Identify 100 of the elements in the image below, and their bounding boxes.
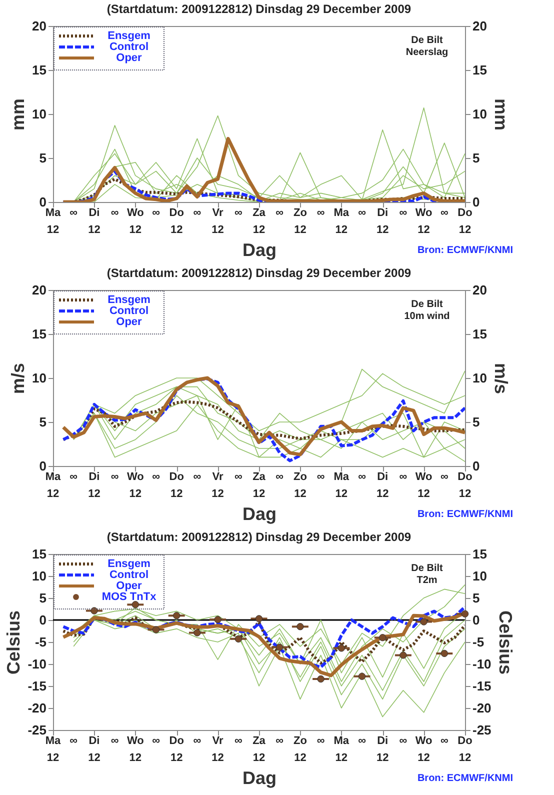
legend-label: Ensgem <box>108 558 151 570</box>
x-tick-label: Do 12 <box>169 735 184 764</box>
legend-label: Control <box>109 305 149 317</box>
x-tick-label: ∞ <box>193 735 202 747</box>
x-tick-label: ∞ <box>440 471 448 483</box>
x-tick-label: ∞ <box>440 735 448 747</box>
text: Bron: ECMWF/KNMI <box>417 245 514 256</box>
y-tick-label: -25 <box>28 722 46 738</box>
x-tick-label: Zo 12 <box>293 735 308 764</box>
x-tick-label: Za 12 <box>252 207 266 236</box>
legend-label: Control <box>109 41 149 53</box>
x-tick-label: Do 12 <box>169 471 184 500</box>
y2-tick-label: 10 <box>472 370 487 386</box>
x-tick-label: ∞ <box>399 735 408 747</box>
x-tick-label: ∞ <box>276 471 284 483</box>
x-tick-label: Do 12 <box>169 207 184 236</box>
y2-tick-label: 0 <box>472 612 480 628</box>
y-axis-title: Celsius <box>4 610 24 675</box>
x-tick-label: ∞ <box>152 735 160 747</box>
y-tick-label: 20 <box>32 282 46 298</box>
y2-tick-label: 20 <box>472 18 487 34</box>
y-tick-label: 10 <box>32 568 46 584</box>
y2-tick-label: 20 <box>472 282 487 298</box>
x-tick-label: ∞ <box>110 207 119 219</box>
x-tick-label: Di 12 <box>88 735 100 764</box>
y2-tick-label: 5 <box>472 150 480 166</box>
legend-label: Ensgem <box>108 294 151 306</box>
annotation: De Bilt <box>411 563 444 574</box>
x-tick-label: ∞ <box>70 207 78 219</box>
y2-tick-label: 0 <box>472 458 480 474</box>
y2-tick-label: 10 <box>472 568 487 584</box>
y-tick-label: 0 <box>39 612 46 628</box>
y2-tick-label: 15 <box>472 546 487 562</box>
annotation: T2m <box>416 575 438 586</box>
x-tick-label: ∞ <box>234 471 242 483</box>
x-tick-label: Wo 12 <box>415 471 433 500</box>
x-tick-label: Wo 12 <box>415 207 433 236</box>
chart-title: (Startdatum: 2009122812) Dinsdag 29 December 2009 <box>106 266 412 280</box>
y-tick-label: 10 <box>32 370 46 386</box>
y2-tick-label: -20 <box>472 700 492 716</box>
x-tick-label: ∞ <box>152 207 160 219</box>
x-tick-label: ∞ <box>440 207 448 219</box>
text: Bron: ECMWF/KNMI <box>417 773 514 784</box>
x-tick-label: Ma 12 <box>334 471 350 500</box>
annotation: De Bilt <box>411 35 444 46</box>
x-tick-label: Wo 12 <box>415 735 433 764</box>
y2-axis-title: mm <box>490 98 511 131</box>
x-tick-label: Za 12 <box>252 471 266 500</box>
x-tick-label: ∞ <box>70 735 78 747</box>
x-tick-label: ∞ <box>234 735 242 747</box>
x-tick-label: ∞ <box>358 471 366 483</box>
legend-label: Oper <box>116 580 143 592</box>
x-tick-label: Di 12 <box>376 207 389 236</box>
x-tick-label: ∞ <box>399 471 408 483</box>
y2-tick-label: -5 <box>472 634 484 650</box>
y2-axis-title: m/s <box>490 362 511 394</box>
x-tick-label: Di 12 <box>376 471 389 500</box>
y2-tick-label: 5 <box>472 414 480 430</box>
y-axis-title: mm <box>8 98 28 131</box>
x-tick-label: ∞ <box>358 735 366 747</box>
x-tick-label: ∞ <box>316 471 325 483</box>
x-tick-label: ∞ <box>234 207 242 219</box>
y-tick-label: 10 <box>32 106 46 122</box>
y-tick-label: 0 <box>39 194 46 210</box>
y-tick-label: -15 <box>28 678 46 694</box>
x-tick-label: Vr 12 <box>212 735 224 764</box>
x-tick-label: Do 12 <box>458 735 473 764</box>
y-tick-label: 5 <box>39 590 46 606</box>
x-tick-label: Di 12 <box>376 735 389 764</box>
x-tick-label: ∞ <box>358 207 366 219</box>
y-axis-title: m/s <box>8 362 28 394</box>
y-tick-label: 20 <box>32 18 46 34</box>
x-tick-label: ∞ <box>193 471 202 483</box>
y-tick-label: 15 <box>32 546 46 562</box>
chart-title: (Startdatum: 2009122812) Dinsdag 29 December 2009 <box>106 530 412 544</box>
x-tick-label: Za 12 <box>252 735 266 764</box>
x-tick-label: Wo 12 <box>126 735 144 764</box>
y-tick-label: 0 <box>39 458 46 474</box>
annotation: Neerslag <box>406 47 448 58</box>
x-tick-label: ∞ <box>70 471 78 483</box>
y2-tick-label: -10 <box>472 656 492 672</box>
chart-title: (Startdatum: 2009122812) Dinsdag 29 December 2009 <box>106 2 412 16</box>
x-axis-title: Dag <box>242 504 277 524</box>
x-tick-label: Wo 12 <box>126 471 144 500</box>
y2-tick-label: -15 <box>472 678 492 694</box>
y-tick-label: -20 <box>28 700 46 716</box>
annotation: 10m wind <box>404 311 450 322</box>
x-tick-label: Ma 12 <box>334 735 350 764</box>
x-tick-label: Vr 12 <box>212 471 224 500</box>
x-tick-label: ∞ <box>110 735 119 747</box>
x-axis-title: Dag <box>242 240 277 260</box>
x-tick-label: ∞ <box>193 207 202 219</box>
legend-label: Oper <box>116 52 143 64</box>
legend-label: Ensgem <box>108 30 151 42</box>
x-axis-title: Dag <box>242 768 277 788</box>
x-tick-label: ∞ <box>152 471 160 483</box>
x-tick-label: ∞ <box>110 471 119 483</box>
y2-tick-label: 15 <box>472 326 487 342</box>
y2-axis-title: Celsius <box>495 610 516 675</box>
x-tick-label: Di 12 <box>88 471 100 500</box>
